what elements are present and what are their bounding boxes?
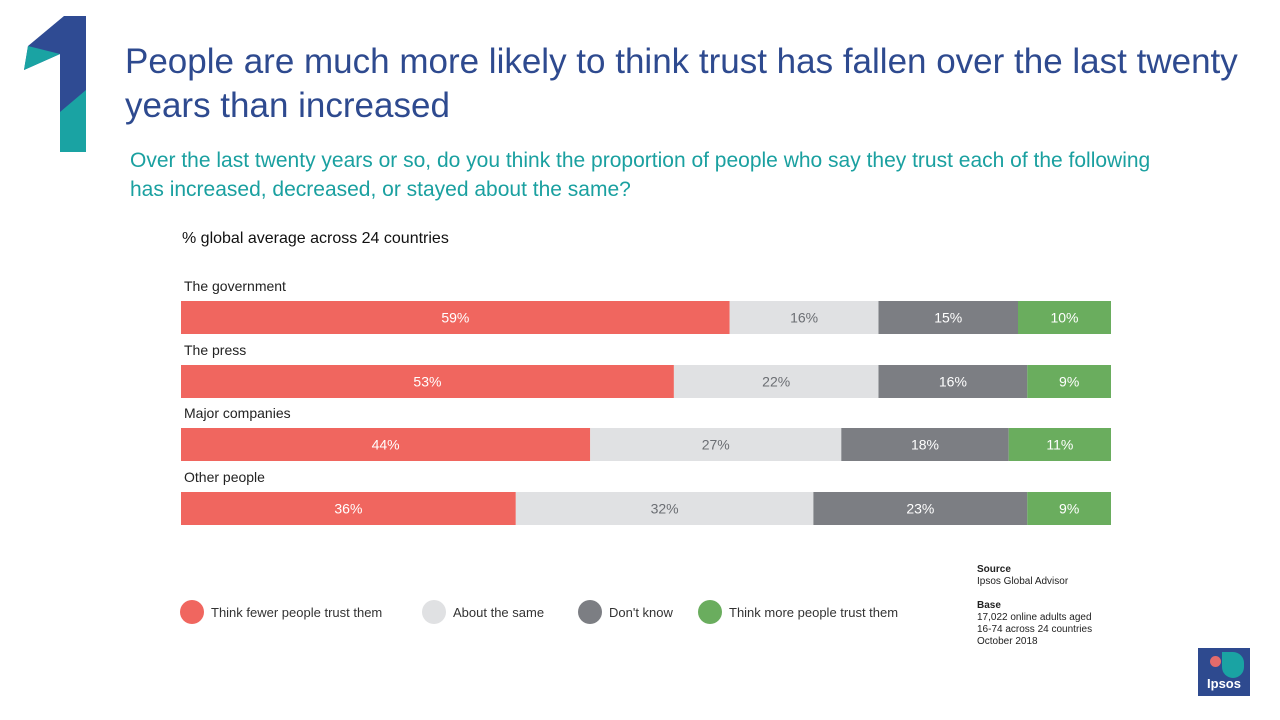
bar-dont-know bbox=[878, 301, 1018, 334]
data-label: 16% bbox=[790, 310, 818, 326]
legend-item-same: About the same bbox=[422, 600, 544, 624]
bar-dont-know bbox=[841, 428, 1009, 461]
data-label: 9% bbox=[1059, 374, 1079, 390]
category-label: The press bbox=[184, 342, 246, 358]
legend-label: Don't know bbox=[609, 604, 673, 620]
chart-subtitle: % global average across 24 countries bbox=[182, 230, 449, 247]
data-label: 44% bbox=[372, 437, 400, 453]
bar-dont-know bbox=[813, 492, 1028, 525]
source-text: Ipsos Global Advisor bbox=[977, 576, 1069, 587]
legend-swatch bbox=[698, 600, 722, 624]
bar-more bbox=[1027, 492, 1111, 525]
base-line: 17,022 online adults aged bbox=[977, 612, 1092, 623]
bar-fewer bbox=[181, 365, 674, 398]
base-line: 16-74 across 24 countries bbox=[977, 624, 1093, 635]
bar-fewer bbox=[181, 492, 516, 525]
category-label: Other people bbox=[184, 469, 265, 485]
legend-label: Think more people trust them bbox=[729, 604, 899, 620]
source-heading: Source bbox=[977, 564, 1011, 575]
bar-same bbox=[590, 428, 842, 461]
page-title: People are much more likely to think tru… bbox=[125, 42, 1238, 125]
logo-text: Ipsos bbox=[1207, 676, 1241, 691]
legend-swatch bbox=[180, 600, 204, 624]
data-label: 18% bbox=[911, 437, 939, 453]
source-notes: Source Ipsos Global Advisor Base 17,022 … bbox=[977, 564, 1147, 648]
legend-item-dont-know: Don't know bbox=[578, 600, 673, 624]
bar-fewer bbox=[181, 301, 730, 334]
data-label: 23% bbox=[906, 501, 934, 517]
bar-same bbox=[515, 492, 814, 525]
slide-number-graphic bbox=[24, 16, 86, 152]
base-heading: Base bbox=[977, 600, 1001, 611]
category-label: Major companies bbox=[184, 405, 291, 421]
legend-label: About the same bbox=[453, 604, 545, 620]
data-label: 16% bbox=[939, 374, 967, 390]
bar-fewer bbox=[181, 428, 591, 461]
logo-mark bbox=[1222, 652, 1244, 678]
legend-label: Think fewer people trust them bbox=[211, 604, 383, 620]
ipsos-logo: Ipsos bbox=[1198, 648, 1250, 696]
data-label: 15% bbox=[934, 310, 962, 326]
logo-figure bbox=[1210, 656, 1221, 667]
legend-item-fewer: Think fewer people trust them bbox=[180, 600, 382, 624]
data-label: 11% bbox=[1046, 437, 1073, 453]
base-line: October 2018 bbox=[977, 636, 1038, 647]
data-label: 27% bbox=[702, 437, 730, 453]
bar-more bbox=[1008, 428, 1111, 461]
data-label: 32% bbox=[651, 501, 679, 517]
bar-more bbox=[1018, 301, 1111, 334]
legend-item-more: Think more people trust them bbox=[698, 600, 898, 624]
bar-dont-know bbox=[878, 365, 1028, 398]
survey-question: Over the last twenty years or so, do you… bbox=[130, 149, 1151, 201]
data-label: 53% bbox=[413, 374, 441, 390]
legend-swatch bbox=[578, 600, 602, 624]
data-label: 10% bbox=[1050, 310, 1078, 326]
data-label: 9% bbox=[1059, 501, 1079, 517]
data-label: 59% bbox=[441, 310, 469, 326]
bar-more bbox=[1027, 365, 1111, 398]
bar-same bbox=[673, 365, 879, 398]
legend-swatch bbox=[422, 600, 446, 624]
category-label: The government bbox=[184, 278, 286, 294]
data-label: 22% bbox=[762, 374, 790, 390]
bar-same bbox=[729, 301, 879, 334]
data-label: 36% bbox=[334, 501, 362, 517]
